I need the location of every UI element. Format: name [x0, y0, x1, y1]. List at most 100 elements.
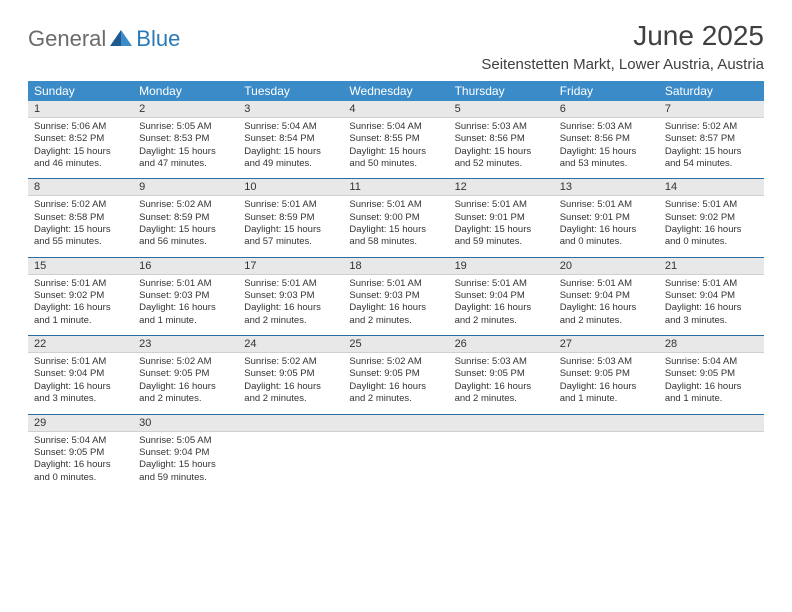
sunrise-text: Sunrise: 5:02 AM	[244, 356, 337, 368]
day-body: Sunrise: 5:02 AMSunset: 9:05 PMDaylight:…	[133, 353, 238, 413]
day-number: 19	[449, 258, 554, 275]
day-cell: 13Sunrise: 5:01 AMSunset: 9:01 PMDayligh…	[554, 179, 659, 257]
daylight-text: Daylight: 15 hours and 59 minutes.	[455, 224, 548, 249]
day-body: Sunrise: 5:01 AMSunset: 9:04 PMDaylight:…	[554, 275, 659, 335]
sunset-text: Sunset: 9:00 PM	[349, 212, 442, 224]
day-number: 15	[28, 258, 133, 275]
daylight-text: Daylight: 16 hours and 0 minutes.	[560, 224, 653, 249]
daylight-text: Daylight: 15 hours and 53 minutes.	[560, 146, 653, 171]
sunrise-text: Sunrise: 5:04 AM	[665, 356, 758, 368]
day-body: Sunrise: 5:01 AMSunset: 8:59 PMDaylight:…	[238, 196, 343, 256]
day-cell: 3Sunrise: 5:04 AMSunset: 8:54 PMDaylight…	[238, 101, 343, 179]
day-body: Sunrise: 5:03 AMSunset: 8:56 PMDaylight:…	[449, 118, 554, 178]
day-cell: 17Sunrise: 5:01 AMSunset: 9:03 PMDayligh…	[238, 257, 343, 335]
day-body: Sunrise: 5:04 AMSunset: 8:55 PMDaylight:…	[343, 118, 448, 178]
day-number: 12	[449, 179, 554, 196]
day-cell: 21Sunrise: 5:01 AMSunset: 9:04 PMDayligh…	[659, 257, 764, 335]
calendar-body: 1Sunrise: 5:06 AMSunset: 8:52 PMDaylight…	[28, 101, 764, 492]
day-body: Sunrise: 5:01 AMSunset: 9:04 PMDaylight:…	[449, 275, 554, 335]
day-body: Sunrise: 5:05 AMSunset: 9:04 PMDaylight:…	[133, 432, 238, 492]
calendar-row: 29Sunrise: 5:04 AMSunset: 9:05 PMDayligh…	[28, 414, 764, 492]
day-body: Sunrise: 5:03 AMSunset: 9:05 PMDaylight:…	[554, 353, 659, 413]
day-body: Sunrise: 5:04 AMSunset: 8:54 PMDaylight:…	[238, 118, 343, 178]
day-body: Sunrise: 5:02 AMSunset: 8:58 PMDaylight:…	[28, 196, 133, 256]
daylight-text: Daylight: 16 hours and 2 minutes.	[455, 302, 548, 327]
day-cell: 14Sunrise: 5:01 AMSunset: 9:02 PMDayligh…	[659, 179, 764, 257]
day-number: 7	[659, 101, 764, 118]
sunrise-text: Sunrise: 5:01 AM	[34, 278, 127, 290]
day-number: 2	[133, 101, 238, 118]
day-cell: 30Sunrise: 5:05 AMSunset: 9:04 PMDayligh…	[133, 414, 238, 492]
sunrise-text: Sunrise: 5:02 AM	[34, 199, 127, 211]
sunrise-text: Sunrise: 5:01 AM	[665, 278, 758, 290]
day-cell	[659, 414, 764, 492]
day-cell: 27Sunrise: 5:03 AMSunset: 9:05 PMDayligh…	[554, 336, 659, 414]
weekday-header-row: Sunday Monday Tuesday Wednesday Thursday…	[28, 81, 764, 101]
daylight-text: Daylight: 15 hours and 59 minutes.	[139, 459, 232, 484]
sunset-text: Sunset: 9:04 PM	[560, 290, 653, 302]
day-body: Sunrise: 5:01 AMSunset: 9:03 PMDaylight:…	[133, 275, 238, 335]
sunrise-text: Sunrise: 5:03 AM	[455, 121, 548, 133]
sunrise-text: Sunrise: 5:06 AM	[34, 121, 127, 133]
sunrise-text: Sunrise: 5:01 AM	[455, 278, 548, 290]
day-cell: 7Sunrise: 5:02 AMSunset: 8:57 PMDaylight…	[659, 101, 764, 179]
sunrise-text: Sunrise: 5:01 AM	[244, 199, 337, 211]
day-number: 1	[28, 101, 133, 118]
sunset-text: Sunset: 9:03 PM	[244, 290, 337, 302]
sunset-text: Sunset: 9:04 PM	[455, 290, 548, 302]
day-cell	[449, 414, 554, 492]
sunrise-text: Sunrise: 5:01 AM	[665, 199, 758, 211]
daylight-text: Daylight: 15 hours and 47 minutes.	[139, 146, 232, 171]
day-cell: 28Sunrise: 5:04 AMSunset: 9:05 PMDayligh…	[659, 336, 764, 414]
day-cell	[554, 414, 659, 492]
daylight-text: Daylight: 16 hours and 2 minutes.	[349, 302, 442, 327]
logo: General Blue	[28, 26, 180, 52]
day-body-empty	[449, 432, 554, 492]
sunset-text: Sunset: 9:05 PM	[139, 368, 232, 380]
day-number: 10	[238, 179, 343, 196]
logo-icon	[110, 28, 132, 51]
sunset-text: Sunset: 8:57 PM	[665, 133, 758, 145]
sunset-text: Sunset: 8:52 PM	[34, 133, 127, 145]
sunset-text: Sunset: 9:02 PM	[34, 290, 127, 302]
sunrise-text: Sunrise: 5:05 AM	[139, 435, 232, 447]
day-number-empty	[238, 415, 343, 432]
sunrise-text: Sunrise: 5:01 AM	[349, 199, 442, 211]
sunrise-text: Sunrise: 5:05 AM	[139, 121, 232, 133]
calendar-row: 1Sunrise: 5:06 AMSunset: 8:52 PMDaylight…	[28, 101, 764, 179]
daylight-text: Daylight: 16 hours and 2 minutes.	[349, 381, 442, 406]
logo-text-blue: Blue	[136, 26, 180, 52]
calendar-row: 15Sunrise: 5:01 AMSunset: 9:02 PMDayligh…	[28, 257, 764, 335]
daylight-text: Daylight: 16 hours and 2 minutes.	[455, 381, 548, 406]
day-cell: 6Sunrise: 5:03 AMSunset: 8:56 PMDaylight…	[554, 101, 659, 179]
day-cell: 23Sunrise: 5:02 AMSunset: 9:05 PMDayligh…	[133, 336, 238, 414]
day-cell: 12Sunrise: 5:01 AMSunset: 9:01 PMDayligh…	[449, 179, 554, 257]
daylight-text: Daylight: 15 hours and 57 minutes.	[244, 224, 337, 249]
day-number: 9	[133, 179, 238, 196]
day-body: Sunrise: 5:06 AMSunset: 8:52 PMDaylight:…	[28, 118, 133, 178]
sunrise-text: Sunrise: 5:01 AM	[349, 278, 442, 290]
daylight-text: Daylight: 15 hours and 49 minutes.	[244, 146, 337, 171]
sunrise-text: Sunrise: 5:01 AM	[139, 278, 232, 290]
sunset-text: Sunset: 8:59 PM	[244, 212, 337, 224]
day-cell: 25Sunrise: 5:02 AMSunset: 9:05 PMDayligh…	[343, 336, 448, 414]
sunset-text: Sunset: 9:03 PM	[139, 290, 232, 302]
day-cell: 26Sunrise: 5:03 AMSunset: 9:05 PMDayligh…	[449, 336, 554, 414]
daylight-text: Daylight: 15 hours and 46 minutes.	[34, 146, 127, 171]
day-cell: 2Sunrise: 5:05 AMSunset: 8:53 PMDaylight…	[133, 101, 238, 179]
sunset-text: Sunset: 8:58 PM	[34, 212, 127, 224]
day-body: Sunrise: 5:04 AMSunset: 9:05 PMDaylight:…	[659, 353, 764, 413]
sunset-text: Sunset: 9:05 PM	[455, 368, 548, 380]
sunset-text: Sunset: 8:59 PM	[139, 212, 232, 224]
header: General Blue June 2025 Seitenstetten Mar…	[28, 20, 764, 73]
day-number: 22	[28, 336, 133, 353]
sunrise-text: Sunrise: 5:04 AM	[349, 121, 442, 133]
day-cell: 4Sunrise: 5:04 AMSunset: 8:55 PMDaylight…	[343, 101, 448, 179]
day-cell: 1Sunrise: 5:06 AMSunset: 8:52 PMDaylight…	[28, 101, 133, 179]
day-cell: 5Sunrise: 5:03 AMSunset: 8:56 PMDaylight…	[449, 101, 554, 179]
sunset-text: Sunset: 9:05 PM	[665, 368, 758, 380]
day-cell	[238, 414, 343, 492]
sunset-text: Sunset: 8:55 PM	[349, 133, 442, 145]
day-number: 13	[554, 179, 659, 196]
daylight-text: Daylight: 15 hours and 50 minutes.	[349, 146, 442, 171]
